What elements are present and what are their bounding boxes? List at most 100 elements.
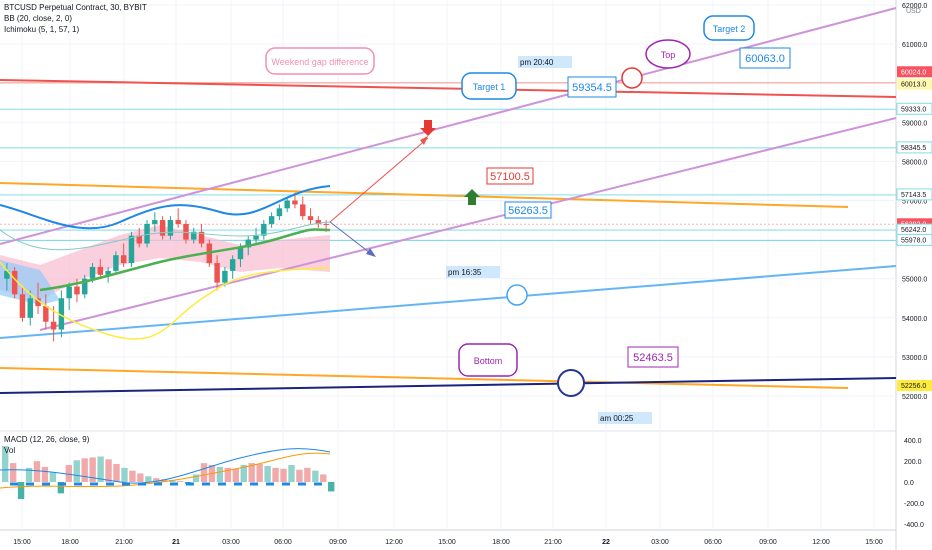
price-tag-label: 60024.0 [901,69,926,76]
time-tick-label: 06:00 [704,539,722,546]
annotation-bottom[interactable]: Bottom [458,343,518,377]
callout-label: Bottom [474,356,503,366]
candle-body [144,223,150,244]
macd-line [0,448,331,484]
macd-bar [312,470,319,482]
price-tick-label: 54000.0 [902,316,927,323]
callout-shape [703,15,755,41]
callout-shape [739,47,791,69]
annotation-target-2[interactable]: Target 2 [703,15,755,41]
time-note-bg [446,266,500,278]
macd-bar [121,467,128,482]
price-tag-label: 58345.5 [901,145,926,152]
annotation-target-1[interactable]: Target 1 [461,72,517,100]
candle-body [11,270,18,295]
candle-body [159,220,166,236]
macd-signal [0,452,331,489]
time-tick-label: 18:00 [492,539,510,546]
price-tick-label: 58000.0 [902,159,927,166]
price-tag-label: 59333.0 [901,106,926,113]
time-note-bg [518,56,572,68]
annotation-60063-0[interactable]: 60063.0 [739,47,791,69]
price-axis[interactable]: 62000.061000.060000.059000.058000.057000… [902,3,927,401]
candle-body [175,220,181,224]
macd-bar [65,464,72,482]
price-tick-label: 57000.0 [902,199,927,206]
candle-body [4,270,10,279]
candle-body [82,278,88,295]
candle-body [292,200,298,205]
macd-tick-label: 400.0 [904,438,922,445]
candle-body [323,223,329,225]
candle-body [97,266,104,275]
candle-body [191,231,197,240]
time-axis[interactable]: 15:00 18:00 21:00 21 03:00 06:00 09:00 12:00 15:… [13,539,883,546]
macd-bar [328,482,335,492]
callout-label: Weekend gap difference [271,57,368,67]
time-tick-label: 22 [602,539,610,546]
macd-bar [224,467,232,482]
candle-body [284,200,290,209]
price-tag [897,66,932,78]
callout-label: 56263.5 [508,205,548,217]
macd-bar [264,465,271,482]
callout-label: Top [661,50,676,60]
macd-bar [105,459,112,482]
time-tick-label: 15:00 [438,539,456,546]
price-tag-label: 52256.0 [901,383,926,390]
indicator-bb[interactable]: BB (20, close, 2, 0) [4,14,73,23]
projection-down [329,221,375,257]
time-tick-label: 09:00 [759,539,777,546]
callout-shape [458,343,518,377]
currency-label: USD [906,8,921,15]
macd-series [0,446,335,500]
drawings[interactable] [329,120,480,257]
candle-body [136,235,142,244]
price-tag-label: 60013.0 [901,82,926,89]
candle-body [74,286,80,295]
candle-body [315,220,322,224]
macd-bar [129,470,136,482]
indicator-macd[interactable]: MACD (12, 26, close, 9) [4,435,90,444]
macd-bar [25,467,33,482]
callout-label: 60063.0 [745,53,785,65]
callout-label: 59354.5 [572,82,612,94]
macd-bar [200,463,208,482]
price-tag [897,78,932,90]
callout-shape [265,47,375,75]
up-arrow-icon [464,189,480,205]
macd-bar [169,480,176,482]
annotation-57100-5[interactable]: 57100.5 [486,167,534,185]
candle-body [245,239,251,248]
annotation-59354-5[interactable]: 59354.5 [567,76,617,98]
macd-bar [256,464,263,482]
resistance-line [0,79,897,98]
annotation-weekend-gap-difference[interactable]: Weekend gap difference [265,47,375,75]
macd-bar [272,467,279,482]
indicator-vol[interactable]: Vol [4,446,16,455]
annotation-top[interactable]: Top [645,39,691,69]
macd-bar [49,472,57,482]
price-tag-label: 56242.0 [901,227,926,234]
annotation-56263-5[interactable]: 56263.5 [504,201,552,219]
macd-bar [97,456,104,482]
candle-body [222,270,228,283]
price-pane[interactable] [0,0,896,430]
trend-lines[interactable] [0,7,897,394]
time-note: pm 20:40 [520,58,554,67]
candle-body [27,298,33,318]
callout-shape [645,39,691,69]
macd-axis: 400.0 200.0 0.0 -200.0 -400.0 [904,438,924,529]
price-tick-label: 53000.0 [902,355,927,362]
annotations[interactable]: Weekend gap difference Target 1 Target 2 To… [265,15,791,424]
candle-body [113,255,119,271]
indicator-ichimoku[interactable]: Ichimoku (5, 1, 57, 1) [4,25,80,34]
annotation-52463-5[interactable]: 52463.5 [627,346,679,368]
macd-tick-label: -400.0 [904,522,924,529]
candle-body [198,231,205,244]
macd-bar [192,474,200,482]
candle-body [268,216,275,224]
macd-bar [33,461,41,482]
macd-bar [81,458,88,482]
